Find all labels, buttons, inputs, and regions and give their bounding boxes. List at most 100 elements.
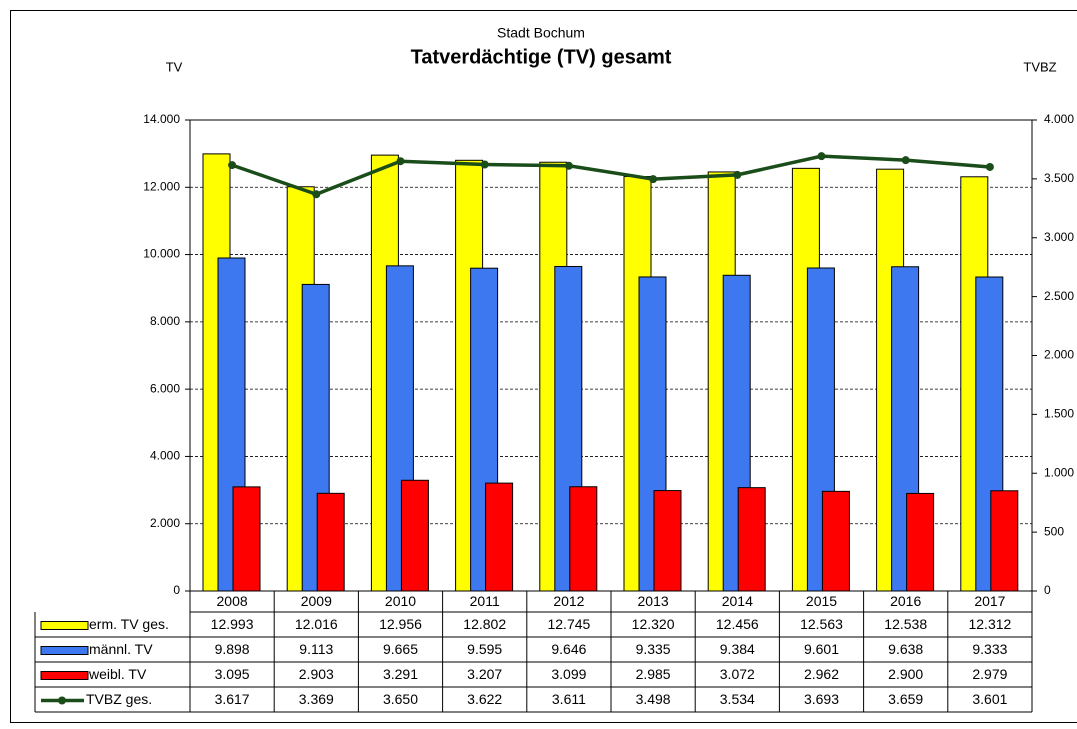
y2-tick-label: 3.000 bbox=[1044, 230, 1074, 244]
y2-tick-label: 3.500 bbox=[1044, 171, 1074, 185]
table-value: 9.898 bbox=[215, 641, 250, 657]
y2-tick-label: 1.500 bbox=[1044, 407, 1074, 421]
table-value: 3.207 bbox=[467, 666, 502, 682]
bar bbox=[653, 490, 682, 592]
bar bbox=[400, 479, 429, 592]
line bbox=[231, 154, 991, 197]
legend-key bbox=[40, 621, 89, 630]
marker bbox=[396, 157, 405, 166]
table-value: 3.601 bbox=[972, 691, 1007, 707]
x-tick-label: 2016 bbox=[890, 593, 921, 609]
table-value: 9.638 bbox=[888, 641, 923, 657]
y2-axis-label: TVBZ bbox=[1023, 59, 1056, 74]
x-tick-label: 2015 bbox=[806, 593, 837, 609]
table-value: 9.646 bbox=[551, 641, 586, 657]
table-value: 3.622 bbox=[467, 691, 502, 707]
y-tick-label: 4.000 bbox=[150, 449, 180, 463]
legend-key bbox=[58, 696, 66, 705]
y-axis-label: TV bbox=[166, 59, 183, 74]
marker bbox=[312, 190, 321, 199]
table-value: 2.979 bbox=[972, 666, 1007, 682]
bar bbox=[906, 492, 935, 592]
table-value: 3.611 bbox=[552, 691, 586, 707]
table-value: 9.335 bbox=[636, 641, 671, 657]
table-value: 2.962 bbox=[804, 666, 839, 682]
y-tick-label: 12.000 bbox=[143, 179, 180, 193]
x-tick-label: 2014 bbox=[722, 593, 753, 609]
y-tick-label: 14.000 bbox=[143, 112, 180, 126]
bar bbox=[569, 486, 598, 592]
marker bbox=[564, 161, 573, 170]
y-tick-label: 2.000 bbox=[150, 516, 180, 530]
y-tick-label: 0 bbox=[173, 583, 180, 597]
y-tick-label: 8.000 bbox=[150, 314, 180, 328]
x-tick-label: 2010 bbox=[385, 593, 416, 609]
bar bbox=[737, 487, 766, 592]
table-value: 3.498 bbox=[636, 691, 671, 707]
legend-label: weibl. TV bbox=[88, 666, 147, 682]
marker bbox=[901, 156, 910, 165]
chart-subtitle: Stadt Bochum bbox=[497, 25, 585, 41]
table-value: 2.903 bbox=[299, 666, 334, 682]
y2-tick-label: 1.000 bbox=[1044, 465, 1074, 479]
x-tick-label: 2011 bbox=[470, 593, 500, 609]
table-value: 12.016 bbox=[295, 616, 338, 632]
bar bbox=[485, 482, 514, 592]
table-value: 3.534 bbox=[720, 691, 755, 707]
table-value: 12.320 bbox=[632, 616, 675, 632]
y2-tick-label: 2.000 bbox=[1044, 348, 1074, 362]
legend-label: TVBZ ges. bbox=[86, 691, 152, 707]
marker bbox=[649, 175, 658, 184]
table-value: 12.456 bbox=[716, 616, 759, 632]
table-value: 3.693 bbox=[804, 691, 839, 707]
table-value: 3.072 bbox=[720, 666, 755, 682]
legend-key bbox=[40, 646, 89, 655]
y-tick-label: 6.000 bbox=[150, 381, 180, 395]
x-tick-label: 2017 bbox=[974, 593, 1005, 609]
bar bbox=[990, 490, 1019, 592]
table-value: 12.993 bbox=[211, 616, 254, 632]
table-value: 3.095 bbox=[215, 666, 250, 682]
table-value: 3.099 bbox=[551, 666, 586, 682]
table-value: 3.291 bbox=[383, 666, 418, 682]
table-value: 9.595 bbox=[467, 641, 502, 657]
legend-label: erm. TV ges. bbox=[89, 616, 169, 632]
bar bbox=[232, 486, 261, 592]
table-value: 12.745 bbox=[547, 616, 590, 632]
x-tick-label: 2008 bbox=[217, 593, 248, 609]
x-tick-label: 2012 bbox=[553, 593, 584, 609]
table-value: 3.650 bbox=[383, 691, 418, 707]
table-value: 9.113 bbox=[299, 641, 333, 657]
table-value: 3.369 bbox=[299, 691, 334, 707]
table-value: 12.312 bbox=[968, 616, 1011, 632]
x-tick-label: 2009 bbox=[301, 593, 332, 609]
table-value: 3.617 bbox=[215, 691, 250, 707]
table-value: 12.956 bbox=[379, 616, 422, 632]
bar bbox=[316, 492, 345, 592]
table-value: 2.985 bbox=[636, 666, 671, 682]
x-tick-label: 2013 bbox=[638, 593, 669, 609]
marker bbox=[817, 152, 826, 161]
table-value: 3.659 bbox=[888, 691, 923, 707]
marker bbox=[985, 162, 994, 171]
y2-tick-label: 0 bbox=[1044, 583, 1051, 597]
table-value: 9.601 bbox=[804, 641, 839, 657]
marker bbox=[480, 160, 489, 169]
y-tick-label: 10.000 bbox=[143, 247, 180, 261]
y2-tick-label: 2.500 bbox=[1044, 289, 1074, 303]
table-value: 12.802 bbox=[463, 616, 506, 632]
table-value: 9.665 bbox=[383, 641, 418, 657]
bar bbox=[821, 490, 850, 592]
marker bbox=[733, 170, 742, 179]
legend-key bbox=[40, 671, 89, 680]
table-value: 2.900 bbox=[888, 666, 923, 682]
table-value: 9.333 bbox=[972, 641, 1007, 657]
table-value: 12.538 bbox=[884, 616, 927, 632]
table-value: 12.563 bbox=[800, 616, 843, 632]
table-value: 9.384 bbox=[720, 641, 755, 657]
chart-title: Tatverdächtige (TV) gesamt bbox=[411, 46, 672, 68]
y2-tick-label: 500 bbox=[1044, 524, 1064, 538]
marker bbox=[228, 161, 237, 170]
legend-label: männl. TV bbox=[89, 641, 153, 657]
